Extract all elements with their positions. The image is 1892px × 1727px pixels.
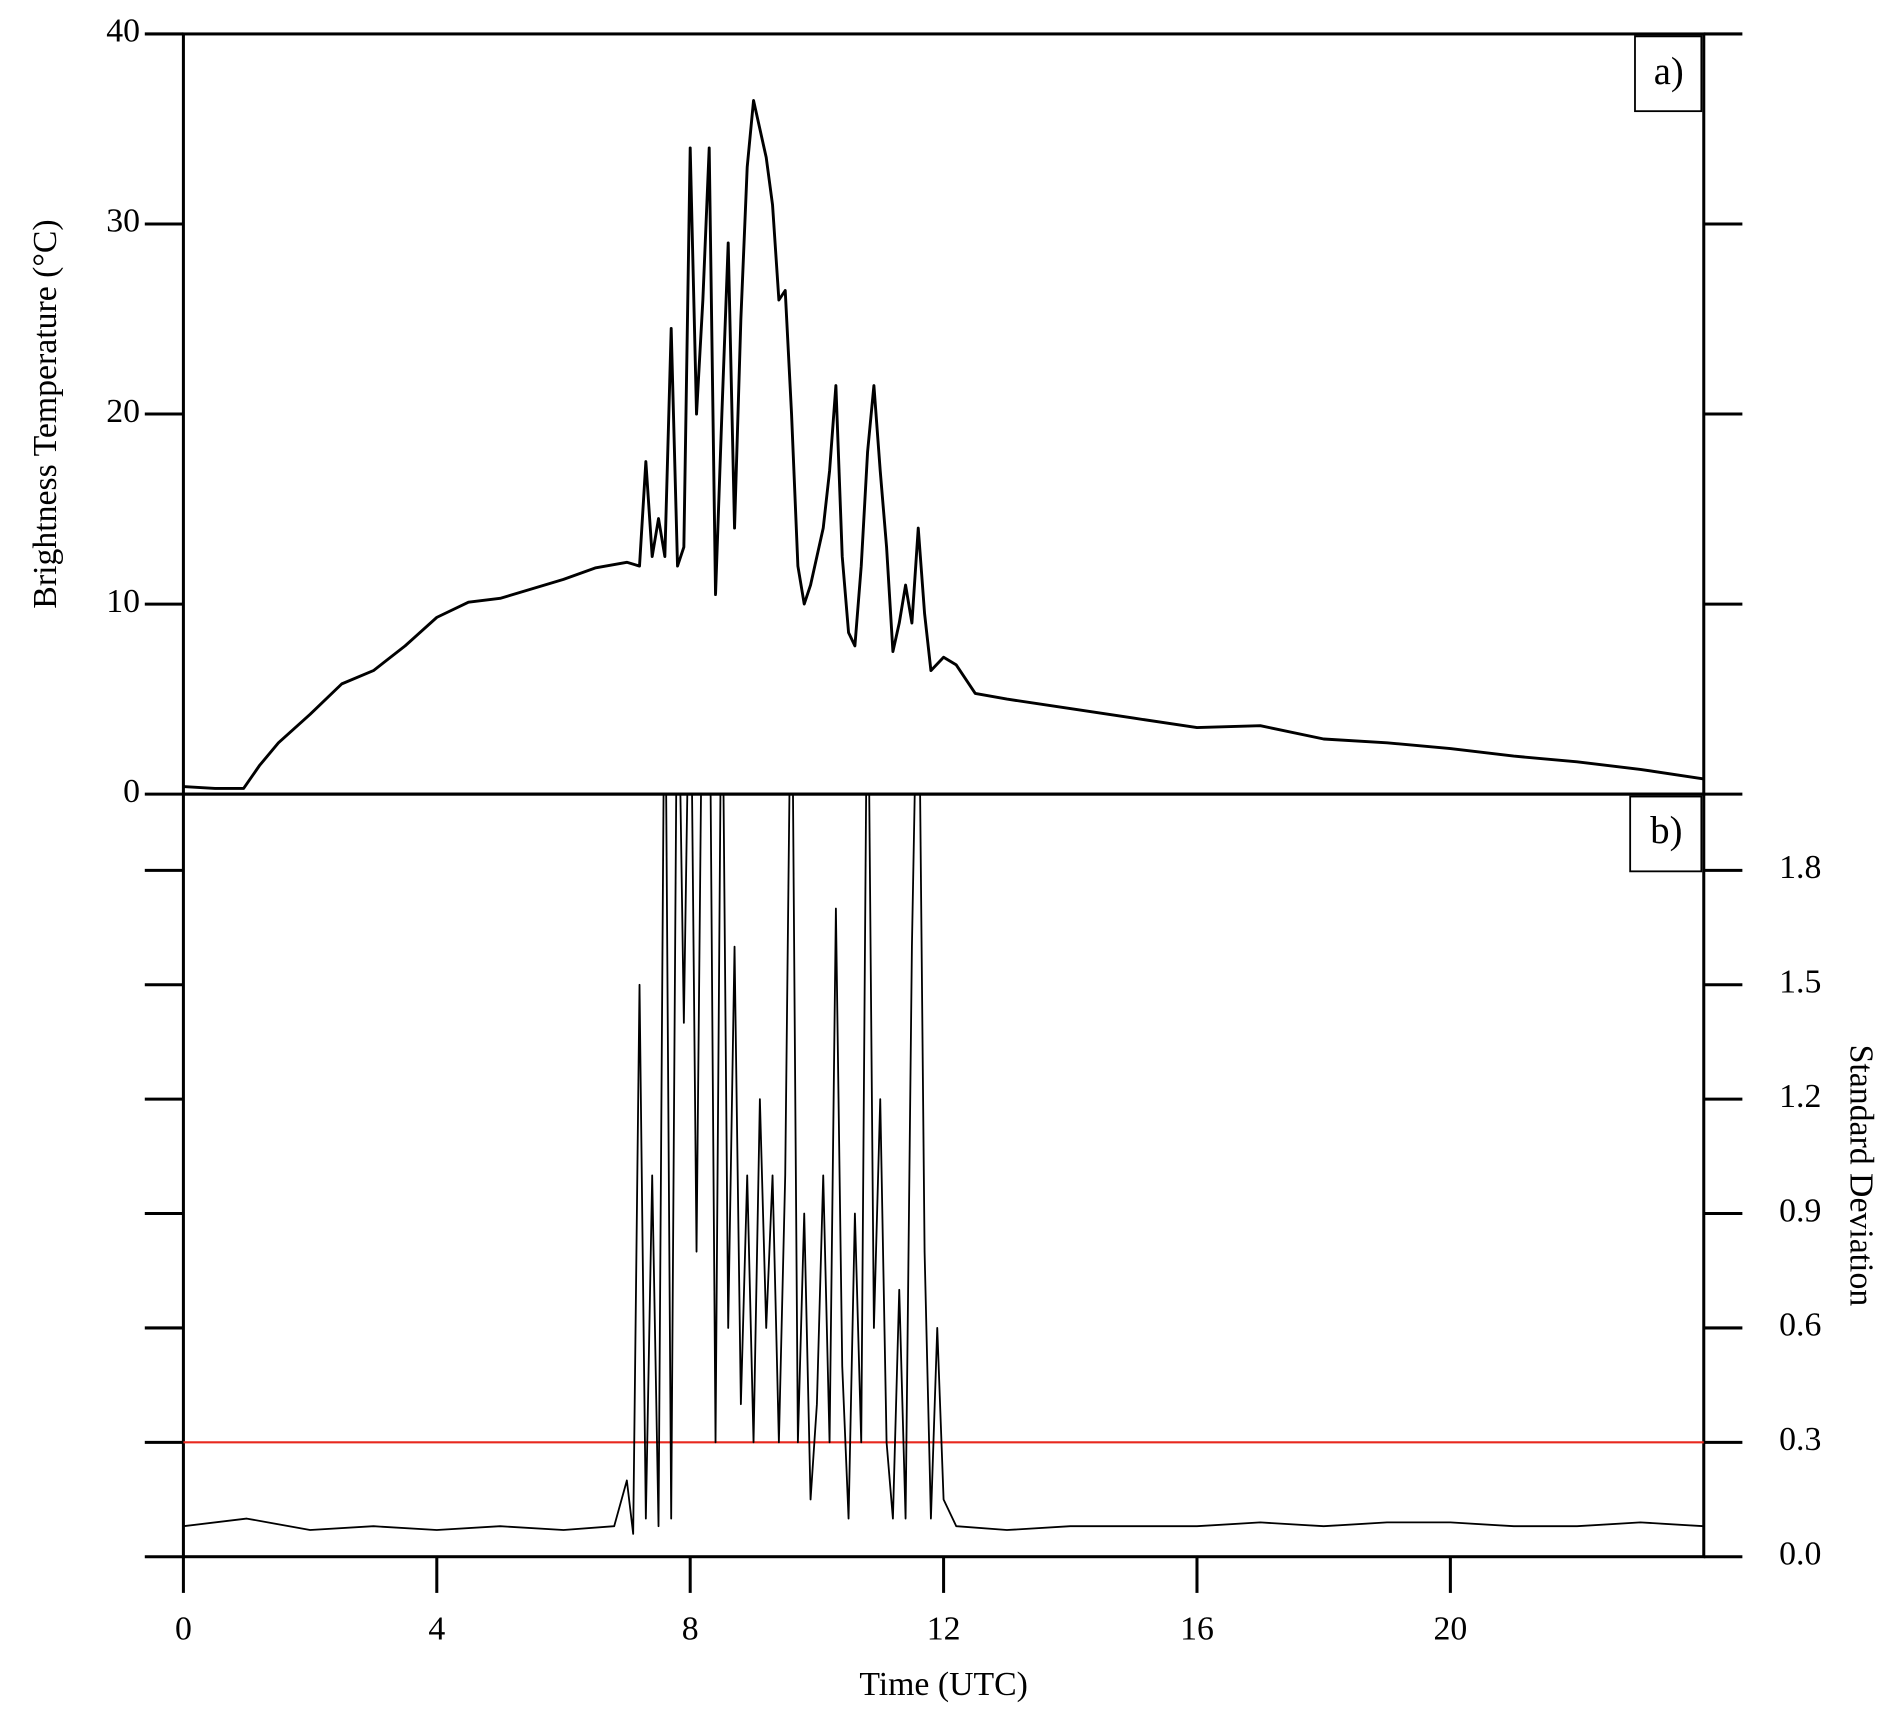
y-tick-label: 40 xyxy=(106,13,140,50)
x-tick-label: 8 xyxy=(682,1610,699,1647)
x-tick-label: 20 xyxy=(1433,1610,1467,1647)
y2-tick-label: 0.3 xyxy=(1779,1421,1821,1458)
panel-label: b) xyxy=(1650,810,1682,852)
y2-tick-label: 0.0 xyxy=(1779,1535,1821,1572)
y2-tick-label: 0.6 xyxy=(1779,1307,1821,1344)
y2-tick-label: 1.5 xyxy=(1779,964,1821,1001)
y2-tick-label: 0.9 xyxy=(1779,1192,1821,1229)
y2-tick-label: 1.2 xyxy=(1779,1078,1821,1115)
panel-label-box xyxy=(1634,35,1703,113)
y-axis-label: Brightness Temperature (°C) xyxy=(27,219,64,608)
data-line xyxy=(183,99,1704,790)
panel-label: a) xyxy=(1654,51,1684,93)
x-axis-label: Time (UTC) xyxy=(859,1666,1028,1703)
y-tick-label: 20 xyxy=(106,393,140,430)
y-tick-label: 30 xyxy=(106,203,140,240)
y-tick-label: 10 xyxy=(106,583,140,620)
x-tick-label: 16 xyxy=(1180,1610,1214,1647)
plot-frame xyxy=(181,32,1706,796)
y-tick-label: 0 xyxy=(123,773,140,810)
y2-axis-label: Standard Deviation xyxy=(1842,1045,1879,1307)
data-line xyxy=(183,794,1704,1535)
y2-tick-label: 1.8 xyxy=(1779,849,1821,886)
panel-label-box xyxy=(1629,795,1703,873)
x-tick-label: 4 xyxy=(428,1610,445,1647)
x-tick-label: 12 xyxy=(927,1610,961,1647)
x-tick-label: 0 xyxy=(175,1610,192,1647)
